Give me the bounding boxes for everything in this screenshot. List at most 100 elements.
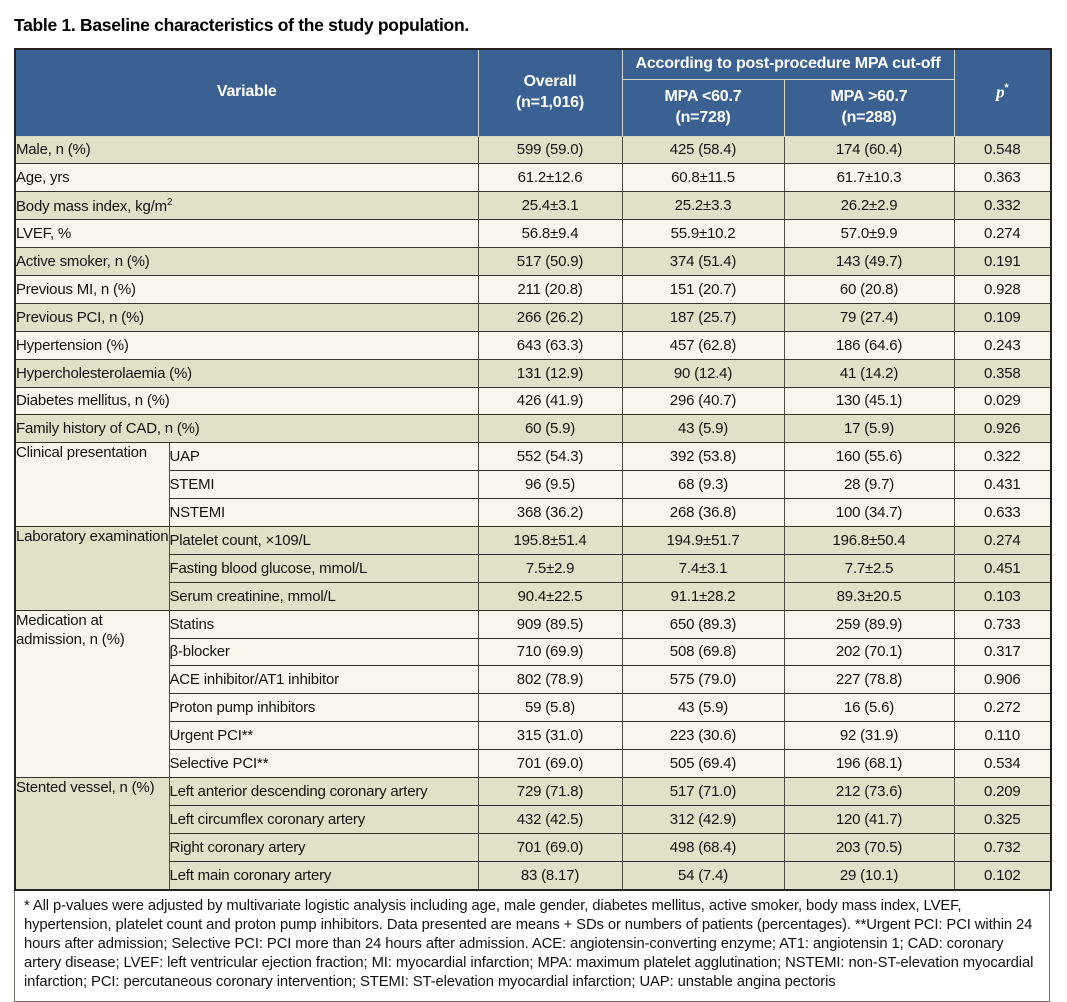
cell-mpa-low: 650 (89.3) (621, 609, 785, 639)
cell-mpa-high: 227 (78.8) (783, 665, 955, 695)
cell-mpa-low: 68 (9.3) (621, 470, 785, 500)
table-row: Hypertension (%) 643 (63.3) 457 (62.8) 186 … (14, 330, 1052, 360)
table-row: Urgent PCI** 315 (31.0) 223 (30.6) 92 (31.9… (15, 721, 1052, 751)
cell-mpa-high: 174 (60.4) (783, 135, 955, 165)
cell-mpa-high: 130 (45.1) (783, 386, 955, 416)
cell-mpa-low: 223 (30.6) (621, 721, 785, 751)
cell-p-value: 0.548 (953, 135, 1052, 165)
row-label-cell: Diabetes mellitus, n (%) (14, 386, 479, 416)
cell-overall: 701 (69.0) (477, 832, 623, 862)
cell-overall: 56.8±9.4 (477, 219, 623, 249)
table-row: Clinical presentation UAP 552 (54.3) 392 (5… (14, 442, 1052, 527)
cell-p-value: 0.317 (953, 637, 1052, 667)
row-group-label: Stented vessel, n (%) (16, 778, 155, 796)
mpa-low-header-line1: MPA <60.7 (664, 87, 742, 105)
cell-p-value: 0.274 (953, 219, 1052, 249)
table-row: Serum creatinine, mmol/L 90.4±22.5 91.1±28… (15, 581, 1052, 611)
cell-mpa-low: 187 (25.7) (621, 302, 785, 332)
cell-mpa-low: 517 (71.0) (621, 776, 785, 806)
cell-mpa-high: 100 (34.7) (783, 498, 955, 527)
row-label: Urgent PCI** (169, 727, 254, 745)
cell-p-value: 0.926 (953, 414, 1052, 444)
row-group-label: Laboratory examination (16, 527, 169, 545)
cell-mpa-high: 7.7±2.5 (783, 553, 955, 583)
cell-p-value: 0.191 (953, 247, 1052, 276)
table-row: Left main coronary artery 83 (8.17) 54 (7.… (15, 860, 1052, 891)
cell-mpa-high: 29 (10.1) (783, 860, 955, 891)
table-title: Table 1. Baseline characteristics of the… (14, 15, 469, 35)
cell-mpa-low: 312 (42.9) (621, 804, 785, 834)
row-label-cell: Hypertension (%) (14, 330, 479, 360)
row-label-cell: Right coronary artery (168, 832, 479, 862)
row-group-cell: Medication at admission, n (%) (14, 609, 170, 778)
row-label: Diabetes mellitus, n (%) (16, 392, 170, 410)
table-row: Proton pump inhibitors 59 (5.8) 43 (5.9) 16… (15, 693, 1052, 723)
row-label-superscript: 2 (166, 196, 173, 208)
cell-mpa-low: 54 (7.4) (621, 860, 785, 891)
table-header: Variable Overall (n=1,016) According to … (14, 48, 1052, 137)
cell-overall: 211 (20.8) (477, 274, 623, 304)
cell-mpa-low: 575 (79.0) (621, 665, 785, 695)
table-row: Family history of CAD, n (%) 60 (5.9) 43 (… (14, 414, 1052, 444)
row-label: Previous PCI, n (%) (16, 308, 144, 326)
row-label: Fasting blood glucose, mmol/L (169, 559, 368, 577)
table-row: Age, yrs 61.2±12.6 60.8±11.5 61.7±10.3 0.363 (14, 163, 1052, 193)
row-label-cell: Body mass index, kg/m2 (14, 191, 479, 221)
header-row-sub: MPA <60.7 (n=728) MPA >60.7 (n=288) (15, 78, 1051, 137)
row-label-cell: UAP (168, 442, 479, 472)
cell-overall: 315 (31.0) (477, 721, 623, 751)
cell-overall: 25.4±3.1 (477, 191, 623, 221)
row-group-label: Medication at admission, n (%) (16, 611, 125, 649)
row-label: Hypercholesterolaemia (%) (16, 364, 192, 382)
row-label: Right coronary artery (169, 838, 306, 856)
table-row: Laboratory examination Platelet count, ×1… (14, 525, 1052, 611)
cell-mpa-high: 28 (9.7) (783, 470, 955, 500)
cell-overall: 909 (89.5) (477, 609, 623, 639)
cell-p-value: 0.633 (953, 498, 1052, 527)
cell-overall: 729 (71.8) (477, 776, 623, 806)
table-row: Body mass index, kg/m2 25.4±3.1 25.2±3.3 26… (14, 191, 1052, 221)
table-row: Stented vessel, n (%) Left anterior desce… (14, 776, 1052, 891)
table-row: Male, n (%) 599 (59.0) 425 (58.4) 174 (60.4… (14, 135, 1052, 165)
cell-overall: 90.4±22.5 (477, 581, 623, 611)
cell-overall: 710 (69.9) (477, 637, 623, 667)
row-label-cell: Left main coronary artery (168, 860, 479, 891)
row-group-cell: Laboratory examination (14, 525, 170, 611)
cell-p-value: 0.102 (953, 860, 1052, 891)
overall-header-line2: (n=1,016) (515, 93, 584, 111)
row-label-cell: Active smoker, n (%) (14, 247, 479, 276)
variable-header-label: Variable (216, 83, 277, 101)
cell-mpa-high: 57.0±9.9 (783, 219, 955, 249)
row-label-cell: Urgent PCI** (168, 721, 479, 751)
table-row: β-blocker 710 (69.9) 508 (69.8) 202 (70.1) 0… (15, 637, 1052, 667)
row-label-cell: Selective PCI** (168, 749, 479, 778)
cell-overall: 83 (8.17) (477, 860, 623, 891)
cell-p-value: 0.209 (953, 776, 1052, 806)
row-label-cell: Previous MI, n (%) (14, 274, 479, 304)
table-row: Fasting blood glucose, mmol/L 7.5±2.9 7.4±… (15, 553, 1052, 583)
cell-overall: 60 (5.9) (477, 414, 623, 444)
cell-overall: 96 (9.5) (477, 470, 623, 500)
row-label-cell: Serum creatinine, mmol/L (168, 581, 479, 611)
table-row: Active smoker, n (%) 517 (50.9) 374 (51.4)… (14, 247, 1052, 276)
table-row: LVEF, % 56.8±9.4 55.9±10.2 57.0±9.9 0.274 (14, 219, 1052, 249)
table-row: Hypercholesterolaemia (%) 131 (12.9) 90 (1… (14, 358, 1052, 388)
row-label: Body mass index, kg/m (16, 197, 167, 215)
cell-overall: 426 (41.9) (477, 386, 623, 416)
cell-overall: 266 (26.2) (477, 302, 623, 332)
table-body: Male, n (%) 599 (59.0) 425 (58.4) 174 (60.4… (14, 135, 1052, 891)
cell-p-value: 0.928 (953, 274, 1052, 304)
mpa-group-header-label: According to post-procedure MPA cut-off (635, 54, 941, 72)
cell-mpa-high: 92 (31.9) (783, 721, 955, 751)
table-row: Left circumflex coronary artery 432 (42.5… (15, 804, 1052, 834)
cell-mpa-low: 457 (62.8) (621, 330, 785, 360)
cell-p-value: 0.733 (953, 609, 1052, 639)
cell-overall: 195.8±51.4 (477, 525, 623, 555)
cell-overall: 802 (78.9) (477, 665, 623, 695)
table-row: ACE inhibitor/AT1 inhibitor 802 (78.9) 575… (15, 665, 1052, 695)
cell-mpa-high: 120 (41.7) (783, 804, 955, 834)
cell-overall: 61.2±12.6 (477, 163, 623, 193)
row-label-cell: Hypercholesterolaemia (%) (14, 358, 479, 388)
cell-p-value: 0.243 (953, 330, 1052, 360)
col-header-variable: Variable (14, 48, 479, 137)
